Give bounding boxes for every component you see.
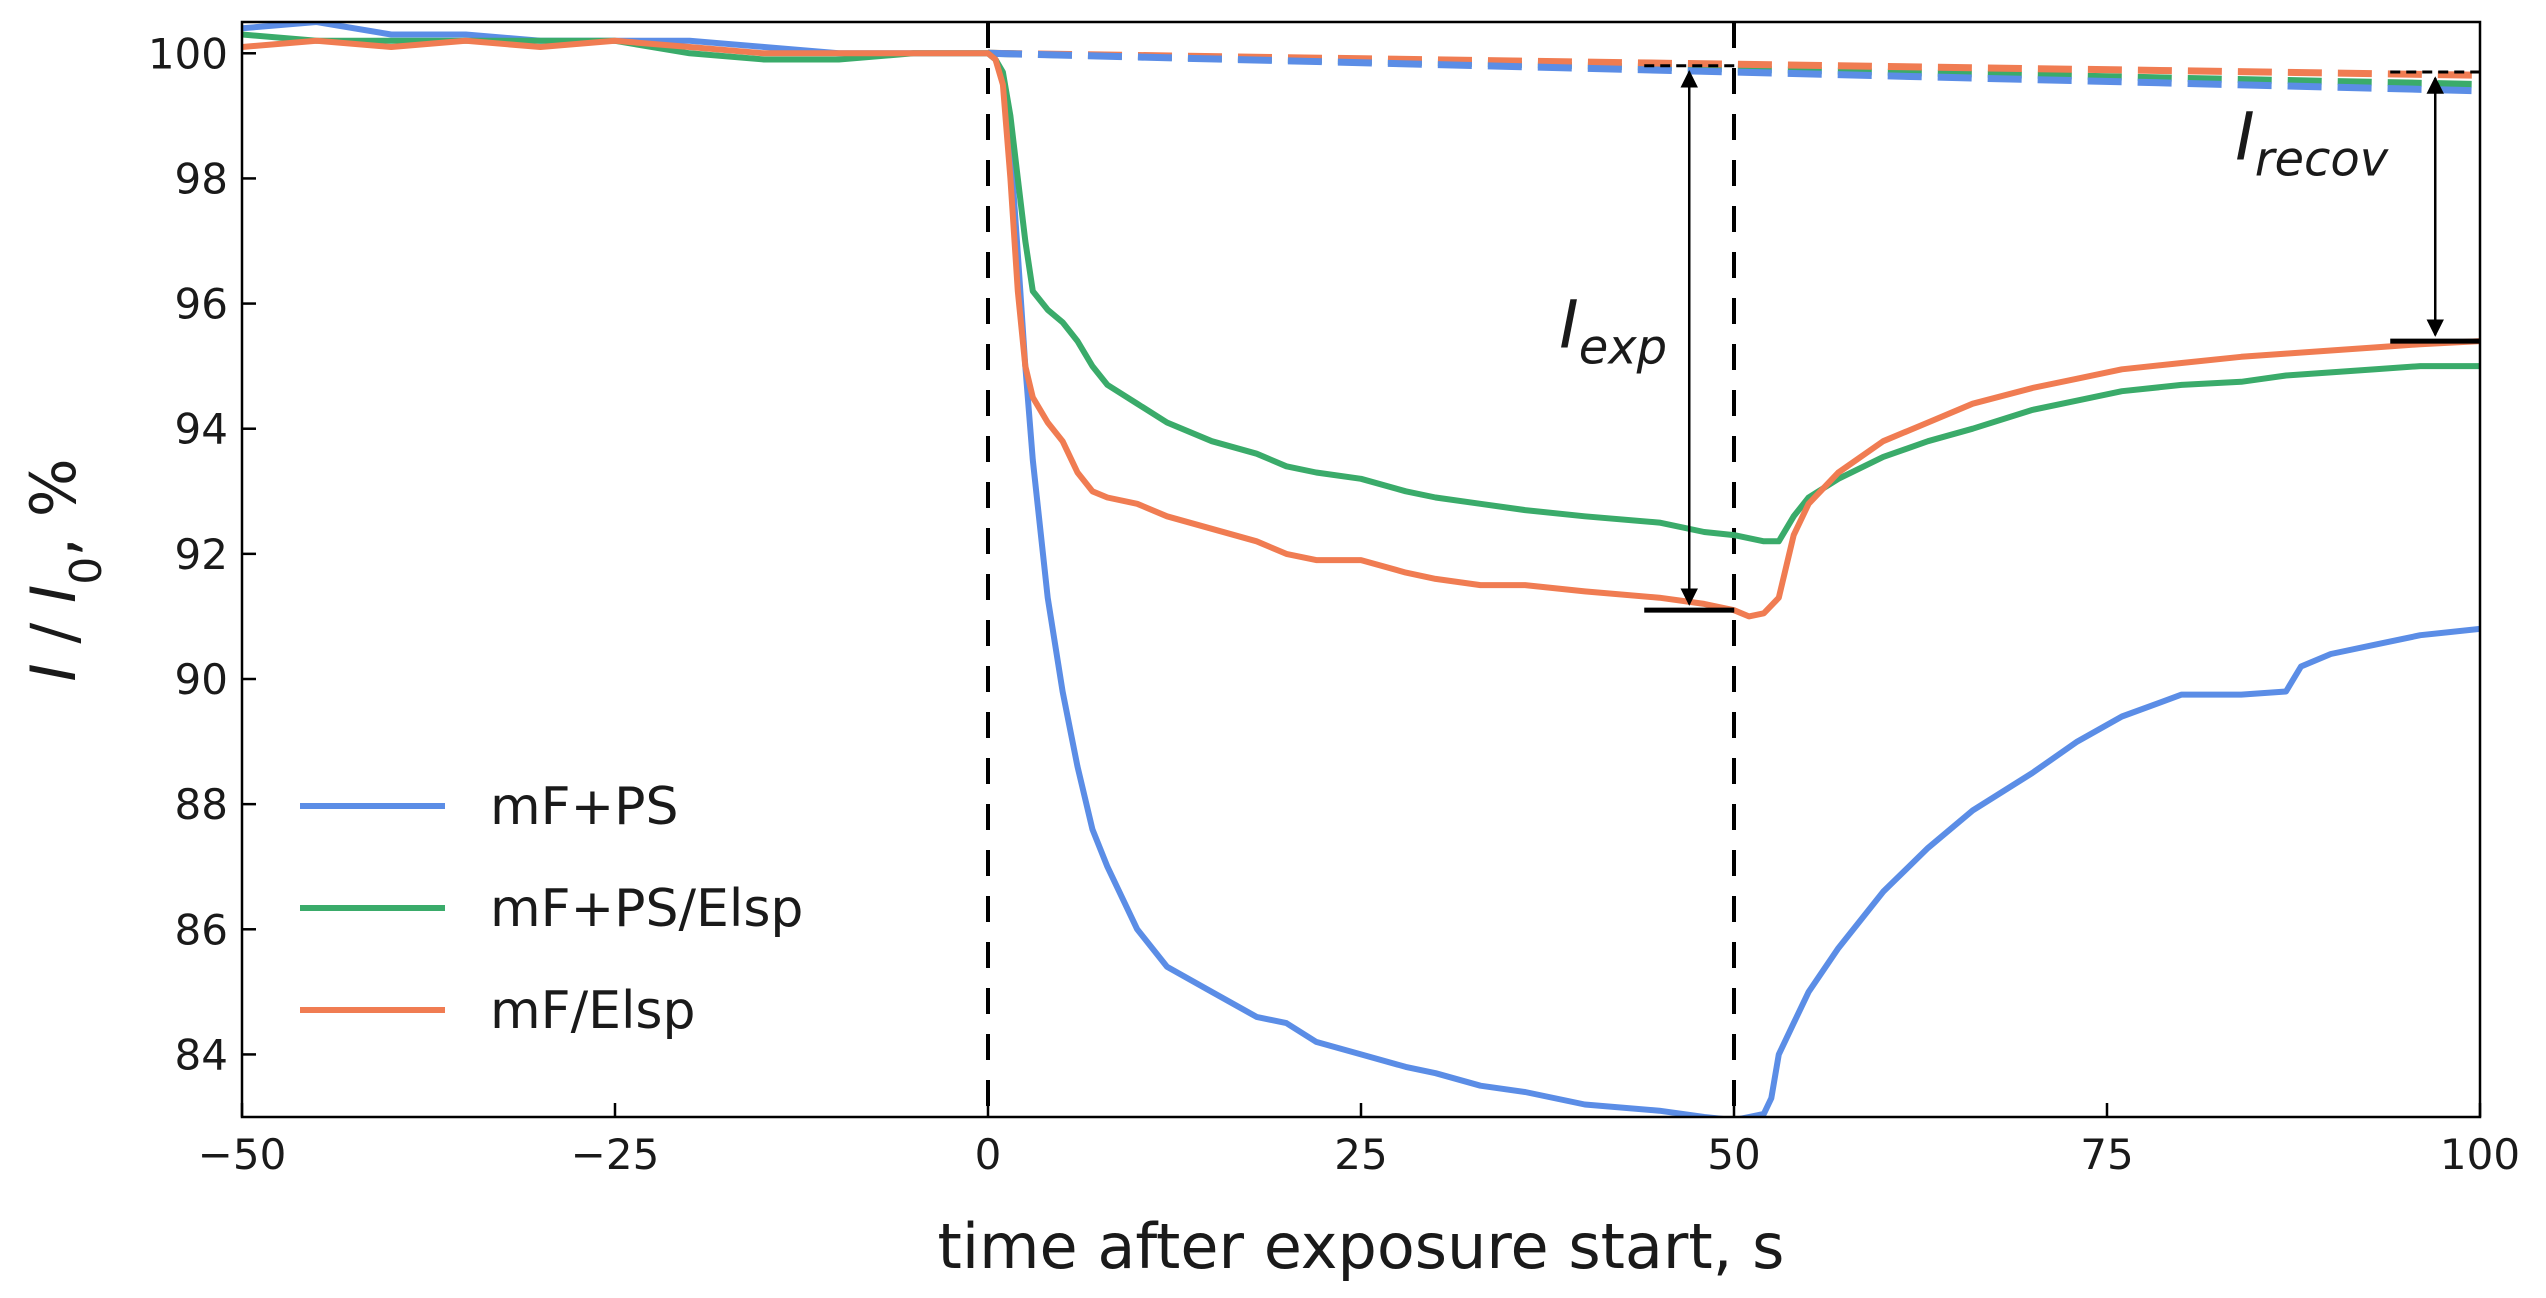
y-axis-ticks: 84 86 88 90 92 94 96 98 100	[148, 29, 256, 1079]
legend-label-mf-ps: mF+PS	[490, 777, 679, 837]
series-lines	[242, 22, 2480, 1117]
legend-label-mf-ps-elsp: mF+PS/Elsp	[490, 879, 803, 939]
i-recov-label: Irecov	[2235, 99, 2388, 188]
y-tick-label-7: 98	[175, 154, 228, 203]
x-tick-label-5: 75	[2080, 1130, 2133, 1179]
y-axis-label: I / I0, %	[17, 458, 112, 681]
y-tick-label-1: 86	[175, 905, 228, 954]
y-tick-label-3: 90	[175, 655, 228, 704]
series-line-mf-elsp	[242, 37, 2480, 620]
x-tick-label-0: −50	[198, 1130, 287, 1179]
x-tick-label-1: −25	[571, 1130, 660, 1179]
y-tick-label-5: 94	[175, 405, 228, 454]
x-tick-label-6: 100	[2440, 1130, 2520, 1179]
x-axis-ticks: −50 −25 0 25 50 75 100	[198, 1103, 2520, 1179]
x-tick-label-3: 25	[1334, 1130, 1387, 1179]
x-tick-label-4: 50	[1707, 1130, 1760, 1179]
y-tick-label-6: 96	[175, 280, 228, 329]
i-exp-label: Iexp	[1559, 286, 1667, 375]
x-axis-label: time after exposure start, s	[938, 1210, 1785, 1283]
y-tick-label-4: 92	[175, 530, 228, 579]
legend-label-mf-elsp: mF/Elsp	[490, 981, 696, 1041]
plot-background	[242, 22, 2480, 1117]
x-tick-label-2: 0	[975, 1130, 1002, 1179]
y-tick-label-8: 100	[148, 29, 228, 78]
annotations: Iexp Irecov	[1559, 64, 2481, 613]
y-tick-label-2: 88	[175, 780, 228, 829]
legend: mF+PS mF+PS/Elsp mF/Elsp	[300, 777, 803, 1041]
y-tick-label-0: 84	[175, 1030, 228, 1079]
